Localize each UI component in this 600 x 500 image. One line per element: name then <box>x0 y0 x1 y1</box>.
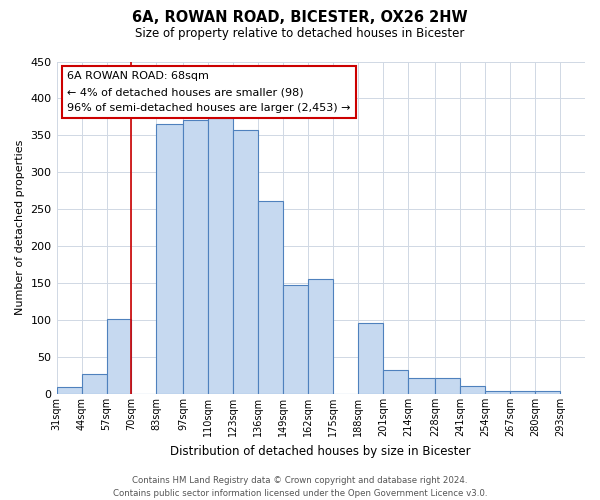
Bar <box>283 284 308 394</box>
Bar <box>208 118 233 394</box>
Bar <box>435 378 460 394</box>
Bar <box>510 391 535 394</box>
Bar <box>408 378 435 394</box>
Text: Contains HM Land Registry data © Crown copyright and database right 2024.
Contai: Contains HM Land Registry data © Crown c… <box>113 476 487 498</box>
Bar <box>259 201 283 394</box>
Bar <box>383 370 408 394</box>
Bar <box>358 323 383 394</box>
Text: Size of property relative to detached houses in Bicester: Size of property relative to detached ho… <box>136 28 464 40</box>
Bar <box>184 120 208 394</box>
Bar <box>157 124 184 394</box>
Bar <box>56 386 82 394</box>
Y-axis label: Number of detached properties: Number of detached properties <box>15 140 25 316</box>
Bar <box>233 130 259 394</box>
Bar <box>535 391 560 394</box>
Bar <box>308 280 333 394</box>
Text: 6A, ROWAN ROAD, BICESTER, OX26 2HW: 6A, ROWAN ROAD, BICESTER, OX26 2HW <box>132 10 468 25</box>
Bar <box>82 374 107 394</box>
Bar <box>107 320 131 394</box>
Bar <box>460 386 485 394</box>
Text: 6A ROWAN ROAD: 68sqm
← 4% of detached houses are smaller (98)
96% of semi-detach: 6A ROWAN ROAD: 68sqm ← 4% of detached ho… <box>67 72 350 112</box>
Bar <box>485 391 510 394</box>
X-axis label: Distribution of detached houses by size in Bicester: Distribution of detached houses by size … <box>170 444 471 458</box>
